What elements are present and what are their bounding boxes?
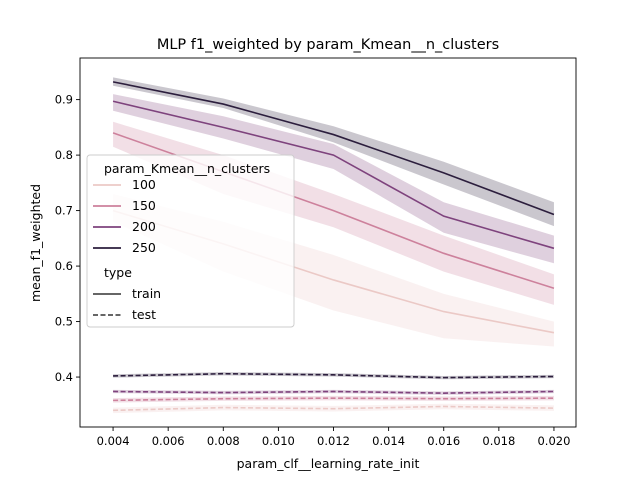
x-tick-label: 0.006 (152, 434, 185, 448)
y-tick-label: 0.5 (55, 315, 73, 329)
series-lines (112, 81, 555, 412)
x-tick-label: 0.010 (262, 434, 295, 448)
series-line-150-test (113, 397, 554, 402)
series-line-250-train (112, 81, 555, 216)
x-tick-label: 0.012 (317, 434, 350, 448)
x-tick-label: 0.020 (537, 434, 570, 448)
ci-band-200-train (113, 94, 554, 264)
legend-label-100: 100 (132, 177, 156, 192)
legend-hue-entries: 100 150 200 250 (93, 177, 156, 255)
legend-style-entries: train test (93, 286, 161, 322)
legend-label-250: 250 (132, 240, 156, 255)
y-axis: 0.4 0.5 0.6 0.7 0.8 0.9 (55, 93, 80, 384)
y-tick-label: 0.9 (55, 93, 73, 107)
ci-band-150-test (113, 395, 554, 403)
legend-style-title: type (104, 265, 132, 280)
y-tick-label: 0.8 (55, 148, 73, 162)
x-tick-label: 0.008 (207, 434, 240, 448)
legend-label-200: 200 (132, 219, 156, 234)
y-tick-label: 0.6 (55, 259, 73, 273)
series-line-100-test (113, 405, 554, 412)
legend-hue-title: param_Kmean__n_clusters (104, 161, 270, 176)
y-tick-label: 0.4 (55, 370, 73, 384)
ci-band-250-train (113, 77, 554, 227)
series-line-200-test (113, 390, 554, 394)
series-line-200-train (112, 100, 555, 250)
plot-frame (79, 57, 577, 428)
legend-label-150: 150 (132, 198, 156, 213)
x-axis: 0.004 0.006 0.008 0.010 0.012 0.014 0.016 0.018… (97, 427, 570, 448)
x-tick-label: 0.014 (372, 434, 405, 448)
chart-title: MLP f1_weighted by param_Kmean__n_cluste… (157, 37, 499, 53)
x-tick-label: 0.004 (97, 434, 130, 448)
ci-band-250-test (113, 372, 554, 380)
legend-box (86, 154, 295, 328)
series-line-250-test (113, 372, 554, 379)
legend-label-test: test (132, 307, 156, 322)
y-axis-label: mean_f1_weighted (28, 184, 43, 302)
y-tick-label: 0.7 (55, 204, 73, 218)
x-tick-label: 0.018 (482, 434, 515, 448)
ci-band-200-test (113, 389, 554, 395)
x-axis-label: param_clf__learning_rate_init (237, 456, 420, 471)
legend-label-train: train (132, 286, 161, 301)
legend: param_Kmean__n_clusters 100 150 200 250 typ… (86, 154, 295, 328)
x-tick-label: 0.016 (427, 434, 460, 448)
